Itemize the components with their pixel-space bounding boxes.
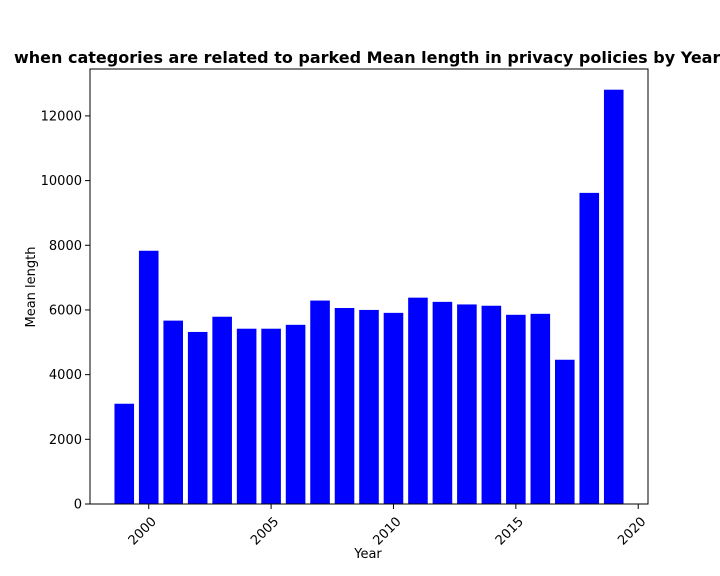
bar-2010 bbox=[383, 312, 404, 504]
x-tick-label: 2010 bbox=[371, 514, 405, 548]
x-tick-label: 2005 bbox=[248, 514, 282, 548]
plot-frame bbox=[89, 68, 649, 505]
x-tick-label: 2015 bbox=[493, 514, 527, 548]
y-tick-label: 2000 bbox=[49, 433, 82, 448]
bar-2014 bbox=[481, 305, 502, 504]
x-tick-label: 2000 bbox=[126, 514, 160, 548]
bar-2012 bbox=[432, 301, 453, 504]
bar-2004 bbox=[236, 328, 257, 504]
bar-2006 bbox=[285, 324, 306, 504]
bar-1999 bbox=[114, 403, 135, 504]
y-tick-label: 6000 bbox=[49, 303, 82, 318]
bar-2008 bbox=[334, 308, 355, 504]
y-axis: 0 2000 4000 6000 8000 10000 12000 bbox=[41, 109, 90, 513]
bar-2007 bbox=[310, 300, 330, 504]
bar-2018 bbox=[579, 192, 600, 505]
bar-2011 bbox=[408, 297, 428, 504]
bar-2013 bbox=[457, 304, 477, 504]
bar-2015 bbox=[506, 314, 526, 504]
bar-2003 bbox=[212, 316, 232, 504]
bar-2000 bbox=[138, 250, 159, 504]
y-tick-label: 12000 bbox=[41, 109, 82, 124]
bar-2001 bbox=[163, 320, 183, 504]
bar-2017 bbox=[555, 359, 575, 504]
bar-2005 bbox=[261, 328, 281, 504]
x-axis-label: Year bbox=[353, 547, 382, 562]
y-tick-label: 8000 bbox=[49, 239, 82, 254]
y-axis-label: Mean length bbox=[24, 247, 39, 328]
y-tick-label: 10000 bbox=[41, 174, 82, 189]
bar-2009 bbox=[359, 309, 379, 504]
bar-2016 bbox=[530, 313, 551, 504]
y-tick-label: 4000 bbox=[49, 368, 82, 383]
y-tick-label: 0 bbox=[74, 498, 82, 513]
x-axis: 2000 2005 2010 2015 2020 bbox=[126, 504, 649, 548]
bar-2002 bbox=[187, 331, 208, 504]
bar-2019 bbox=[603, 89, 624, 504]
chart-title: when categories are related to parked Me… bbox=[14, 48, 720, 67]
x-tick-label: 2020 bbox=[615, 514, 649, 548]
bars-group bbox=[114, 89, 624, 505]
